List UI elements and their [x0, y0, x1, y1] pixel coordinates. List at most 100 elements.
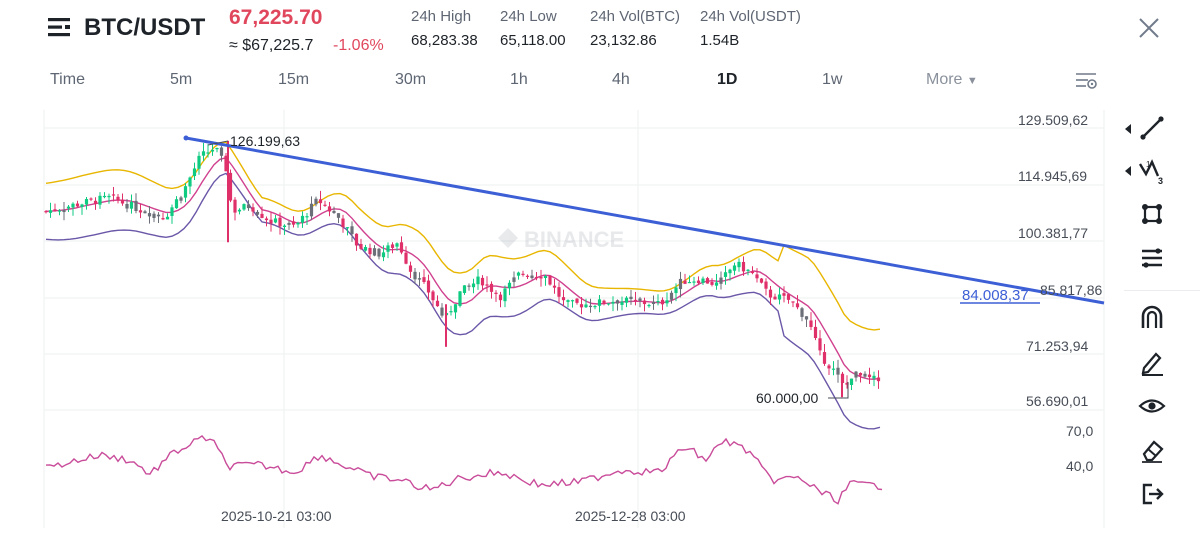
candle-body — [570, 300, 575, 302]
tab-15m[interactable]: 15m — [278, 71, 310, 88]
trading-pair[interactable]: BTC/USDT — [84, 14, 206, 41]
eraser-icon[interactable] — [1136, 434, 1168, 466]
candle-body — [813, 326, 818, 339]
tab-30m[interactable]: 30m — [395, 71, 427, 88]
tab-1d[interactable]: 1D — [717, 71, 738, 88]
candle-body — [512, 277, 516, 282]
candle-body — [759, 278, 764, 283]
exit-icon[interactable] — [1136, 478, 1168, 510]
candle-body — [593, 305, 597, 308]
tab-1h[interactable]: 1h — [510, 71, 528, 88]
candle-body — [786, 294, 791, 300]
candle-body — [165, 216, 170, 220]
candle-body — [575, 298, 579, 303]
candle-body — [71, 203, 75, 208]
candle-body — [872, 375, 876, 379]
candle-body — [854, 371, 858, 378]
candle-body — [134, 200, 138, 212]
trendline-handle[interactable] — [183, 135, 189, 141]
chart-canvas[interactable]: BINANCE — [0, 100, 1110, 540]
candle-body — [791, 301, 795, 303]
candle-body — [471, 283, 476, 288]
candle-body — [755, 274, 759, 279]
candle-body — [692, 281, 696, 283]
market-header: BTC/USDT 67,225.70 ≈ $67,225.7 -1.06% 24… — [0, 0, 1200, 64]
candle-body — [206, 152, 210, 154]
candle-body — [737, 261, 741, 268]
candle-body — [359, 243, 363, 249]
tab-5m[interactable]: 5m — [170, 71, 193, 88]
candle-body — [809, 320, 813, 328]
candle-body — [440, 307, 444, 316]
middle-band-line — [45, 157, 881, 381]
candle-body — [201, 151, 206, 156]
candle-body — [116, 196, 120, 201]
candle-body — [669, 292, 674, 300]
menu-icon[interactable] — [48, 17, 72, 37]
candlesticks — [44, 140, 881, 398]
price-chart[interactable]: BINANCE 129.509,62 114.945,69 100.381,77… — [0, 100, 1110, 540]
more-label: More — [926, 71, 963, 88]
trendline[interactable] — [185, 136, 1105, 305]
candle-body — [381, 252, 386, 258]
tab-1w[interactable]: 1w — [822, 71, 843, 88]
high-annotation: 126.199,63 — [230, 133, 301, 149]
trendline-icon[interactable] — [1136, 112, 1168, 144]
candle-body — [269, 219, 273, 224]
candle-body — [399, 242, 404, 253]
candle-body — [264, 218, 269, 221]
candle-body — [53, 209, 57, 212]
stat-value: 65,118.00 — [500, 32, 566, 49]
wave-icon[interactable]: 1 3 — [1136, 154, 1168, 186]
close-icon[interactable] — [1138, 17, 1160, 39]
stat-label: 24h High — [411, 8, 472, 25]
candle-body — [215, 148, 219, 150]
candle-body — [768, 289, 773, 298]
candle-body — [413, 271, 417, 280]
magnet-icon[interactable] — [1136, 302, 1168, 334]
candle-body — [458, 291, 462, 306]
last-price: 67,225.70 — [229, 6, 323, 29]
caret-left-icon[interactable] — [1124, 166, 1132, 176]
candle-body — [732, 265, 737, 271]
candle-body — [696, 280, 701, 284]
candle-body — [336, 213, 341, 218]
candle-body — [624, 297, 629, 303]
candle-body — [98, 195, 102, 205]
tab-time[interactable]: Time — [50, 71, 85, 88]
pencil-icon[interactable] — [1136, 346, 1168, 378]
candle-body — [629, 296, 633, 300]
candle-body — [764, 281, 768, 289]
candle-body — [386, 245, 390, 252]
tab-more[interactable]: More ▼ — [926, 71, 978, 89]
shape-icon[interactable] — [1136, 198, 1168, 230]
candle-body — [494, 292, 498, 294]
svg-text:1: 1 — [1146, 160, 1151, 169]
candle-body — [665, 300, 669, 304]
caret-left-icon[interactable] — [1124, 124, 1132, 134]
candle-body — [179, 197, 183, 201]
candle-body — [746, 269, 750, 271]
candle-body — [224, 155, 228, 172]
candle-body — [372, 248, 377, 256]
high-annotation-line — [207, 140, 229, 146]
eye-icon[interactable] — [1136, 390, 1168, 422]
candle-body — [138, 210, 143, 213]
candle-body — [296, 222, 300, 225]
candle-body — [516, 272, 521, 276]
tab-4h[interactable]: 4h — [612, 71, 630, 88]
chart-settings-icon[interactable] — [1074, 70, 1098, 92]
candle-body — [197, 155, 201, 169]
candle-body — [687, 281, 692, 284]
candle-body — [107, 195, 111, 198]
candle-body — [615, 300, 620, 304]
candle-body — [705, 278, 710, 284]
candle-body — [800, 308, 804, 317]
interval-tabs: Time 5m 15m 30m 1h 4h 1D 1w More ▼ — [0, 66, 1120, 96]
candle-body — [147, 213, 152, 217]
candle-body — [795, 303, 800, 308]
fib-icon[interactable] — [1136, 242, 1168, 274]
candle-body — [287, 222, 291, 225]
candle-body — [390, 244, 395, 248]
candle-body — [183, 186, 188, 198]
